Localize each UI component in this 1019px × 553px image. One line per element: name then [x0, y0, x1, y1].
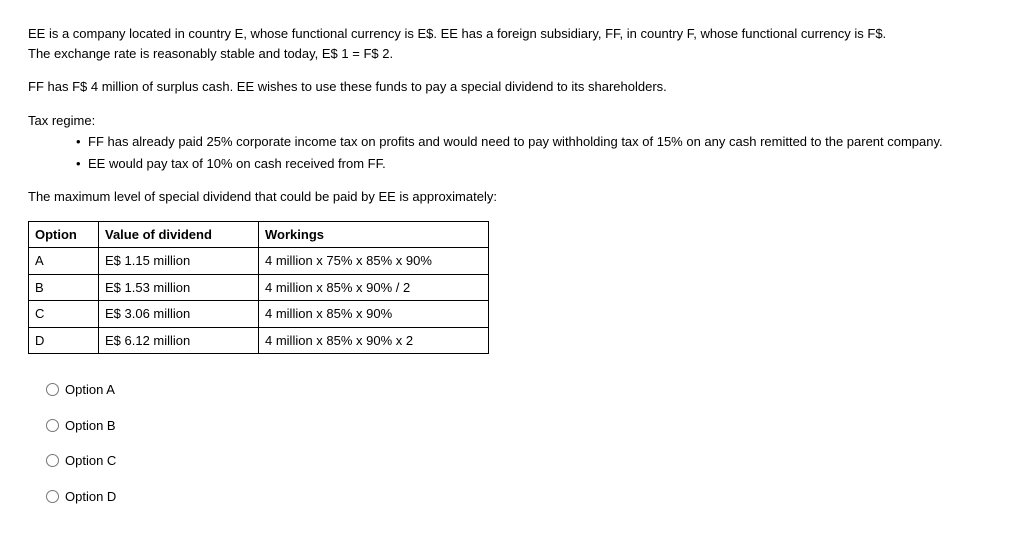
- cell-workings: 4 million x 85% x 90%: [259, 301, 489, 328]
- answer-radio-group: Option A Option B Option C Option D: [28, 380, 991, 506]
- cell-option: B: [29, 274, 99, 301]
- cell-option: D: [29, 327, 99, 354]
- options-table: Option Value of dividend Workings A E$ 1…: [28, 221, 489, 355]
- cell-option: C: [29, 301, 99, 328]
- radio-input-b[interactable]: [46, 419, 59, 432]
- intro-line-2: The exchange rate is reasonably stable a…: [28, 46, 393, 61]
- cell-value: E$ 1.53 million: [99, 274, 259, 301]
- table-header-value: Value of dividend: [99, 221, 259, 248]
- intro-line-1: EE is a company located in country E, wh…: [28, 26, 886, 41]
- radio-input-d[interactable]: [46, 490, 59, 503]
- cell-value: E$ 6.12 million: [99, 327, 259, 354]
- cell-workings: 4 million x 85% x 90% / 2: [259, 274, 489, 301]
- answer-option-a[interactable]: Option A: [46, 380, 991, 400]
- radio-label-c: Option C: [65, 451, 116, 471]
- cell-workings: 4 million x 75% x 85% x 90%: [259, 248, 489, 275]
- tax-bullet-1: FF has already paid 25% corporate income…: [76, 132, 991, 152]
- table-header-option: Option: [29, 221, 99, 248]
- radio-input-a[interactable]: [46, 383, 59, 396]
- question-paragraph: The maximum level of special dividend th…: [28, 187, 991, 207]
- radio-label-d: Option D: [65, 487, 116, 507]
- radio-label-b: Option B: [65, 416, 116, 436]
- cell-value: E$ 3.06 million: [99, 301, 259, 328]
- tax-regime-heading: Tax regime:: [28, 111, 991, 131]
- cell-value: E$ 1.15 million: [99, 248, 259, 275]
- intro-paragraph-1: EE is a company located in country E, wh…: [28, 24, 991, 63]
- tax-bullet-list: FF has already paid 25% corporate income…: [28, 132, 991, 173]
- table-row: D E$ 6.12 million 4 million x 85% x 90% …: [29, 327, 489, 354]
- cell-option: A: [29, 248, 99, 275]
- table-row: C E$ 3.06 million 4 million x 85% x 90%: [29, 301, 489, 328]
- tax-bullet-2: EE would pay tax of 10% on cash received…: [76, 154, 991, 174]
- cell-workings: 4 million x 85% x 90% x 2: [259, 327, 489, 354]
- table-header-workings: Workings: [259, 221, 489, 248]
- radio-label-a: Option A: [65, 380, 115, 400]
- answer-option-d[interactable]: Option D: [46, 487, 991, 507]
- answer-option-b[interactable]: Option B: [46, 416, 991, 436]
- table-row: B E$ 1.53 million 4 million x 85% x 90% …: [29, 274, 489, 301]
- table-row: A E$ 1.15 million 4 million x 75% x 85% …: [29, 248, 489, 275]
- intro-paragraph-2: FF has F$ 4 million of surplus cash. EE …: [28, 77, 991, 97]
- answer-option-c[interactable]: Option C: [46, 451, 991, 471]
- radio-input-c[interactable]: [46, 454, 59, 467]
